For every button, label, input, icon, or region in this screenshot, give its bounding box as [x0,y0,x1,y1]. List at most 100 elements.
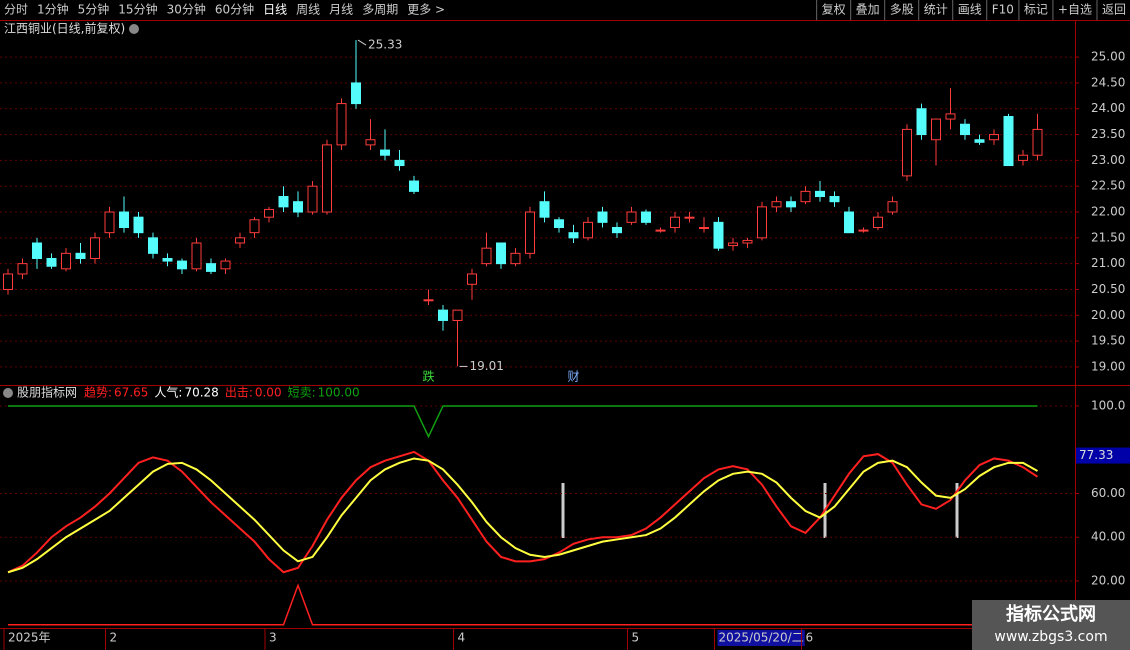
y-tick-label: 20.50 [1091,282,1125,296]
candle-body [423,299,434,302]
toolbar-button[interactable]: 画线 [958,3,982,17]
watermark-box [972,600,1130,650]
indicator-line [7,457,1038,574]
toolbar-button[interactable]: 统计 [924,3,948,17]
toolbar-button[interactable]: 多股 [890,3,914,17]
y-tick-label: 100.0 [1091,398,1125,412]
high-pointer [357,39,367,46]
candle-body [554,219,564,229]
candle-body [336,103,347,146]
toolbar-button[interactable]: 多周期 [362,3,398,17]
candle-body [887,201,898,213]
candle-body [684,216,695,219]
toolbar-button[interactable]: 15分钟 [118,2,157,17]
candle-body [32,242,42,259]
toolbar-button[interactable]: 60分钟 [215,2,254,17]
y-tick-label: 23.50 [1091,127,1125,141]
toolbar-button[interactable]: 复权 [822,3,846,17]
watermark-url: www.zbgs3.com [994,629,1107,645]
candle-body [467,273,477,285]
legend-name: 趋势: [84,386,112,400]
candle-body [496,242,506,265]
chart-title: 江西铜业(日线,前复权) [4,21,125,36]
candle-body [351,82,361,105]
y-tick-label: 20.00 [1091,308,1125,322]
indicator-title: 股朋指标网 [17,385,77,400]
candle-body [699,227,709,230]
candle-body [148,237,158,254]
candle-body [510,252,521,265]
toolbar-button[interactable]: 分时 [4,3,28,17]
candle-body [771,201,782,208]
candle-body [655,229,666,232]
candle-body [844,211,854,234]
candle-body [90,237,100,259]
x-tick-label: 2025年 [8,631,51,645]
candle-body [626,211,637,223]
event-marker: 跌 [422,369,434,384]
candle-body [1003,115,1014,167]
y-tick-label: 24.50 [1091,75,1125,89]
y-tick-label: 24.00 [1091,101,1125,115]
indicator-line [7,450,1039,574]
candle-body [307,185,318,213]
toolbar-button[interactable]: 日线 [263,3,287,17]
toolbar-button[interactable]: 返回 [1102,3,1126,17]
candle-body [177,260,187,270]
toolbar-button[interactable]: 1分钟 [37,2,69,17]
toolbar-button[interactable]: 月线 [329,3,353,17]
toolbar-button[interactable]: 30分钟 [167,2,206,17]
candle-body [858,229,869,232]
candle-body [815,190,825,198]
candle-body [974,139,985,143]
candle-body [104,211,115,234]
y-tick-label: 19.50 [1091,334,1125,348]
candle-body [220,260,231,270]
x-tick-label: 5 [632,631,640,645]
low-label: 19.01 [470,359,504,373]
legend-name: 短卖: [288,386,316,400]
y-tick-label: 40.00 [1091,530,1125,544]
candle-body [481,247,492,265]
candle-body [1018,154,1028,161]
y-tick-label: 21.00 [1091,256,1125,270]
candle-body [17,263,28,275]
event-marker: 财 [567,370,579,384]
legend-name: 人气: [154,385,182,400]
candle-body [713,221,724,249]
candle-body [438,309,448,321]
toolbar-button[interactable]: 周线 [296,3,320,17]
toolbar-button[interactable]: 5分钟 [78,2,110,17]
y-tick-label: 21.50 [1091,230,1125,244]
cursor-box [1076,447,1130,464]
candle-body [162,257,173,262]
candle-body [3,273,13,290]
legend-value: 100.00 [318,386,360,400]
candle-body [568,232,579,239]
indicator-line [8,405,1038,439]
y-tick-label: 60.00 [1091,486,1125,500]
cursor-label: 77.33 [1079,448,1113,462]
toolbar-button[interactable]: F10 [992,3,1014,17]
watermark-title: 指标公式网 [1006,603,1096,625]
candle-body [902,128,912,177]
candle-body [757,206,767,239]
legend-value: 70.28 [184,386,218,400]
candle-body [612,227,622,234]
candle-body [46,257,57,267]
toolbar-button[interactable]: 标记 [1024,3,1048,17]
candle-body [133,216,144,234]
candle-body [989,134,999,141]
toolbar-button[interactable]: +自选 [1058,3,1092,17]
candle-body [249,219,260,234]
candle-body [293,201,303,213]
toolbar-button[interactable]: 更多 > [407,3,445,17]
toolbar-button[interactable]: 叠加 [856,3,880,17]
candle-body [583,221,593,239]
candle-body [61,252,71,270]
candle-body [597,211,608,223]
candle-body [786,201,796,208]
indicator-icon [3,388,13,398]
y-tick-label: 20.00 [1091,574,1125,588]
